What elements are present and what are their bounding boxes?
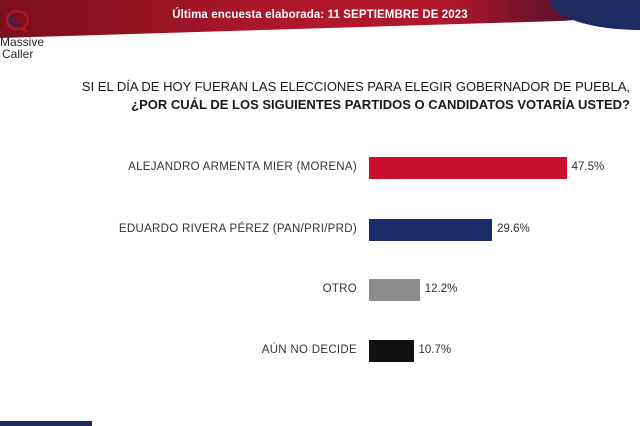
question-line-1: SI EL DÍA DE HOY FUERAN LAS ELECCIONES P… bbox=[81, 79, 630, 94]
category-label: OTRO bbox=[322, 283, 357, 295]
bar-mark bbox=[369, 279, 420, 301]
category-label: ALEJANDRO ARMENTA MIER (MORENA) bbox=[128, 161, 357, 173]
bar-mark bbox=[369, 219, 493, 241]
logo-text-caller: Caller bbox=[2, 47, 34, 61]
speech-bubble-logo-icon bbox=[6, 10, 30, 32]
category-label: AÚN NO DECIDE bbox=[261, 344, 357, 356]
category-label: EDUARDO RIVERA PÉREZ (PAN/PRI/PRD) bbox=[118, 223, 357, 235]
bar-value-label: 47.5% bbox=[571, 161, 605, 173]
bar-value-label: 29.6% bbox=[497, 223, 530, 235]
question-line-2: ¿POR CUÁL DE LOS SIGUIENTES PARTIDOS O C… bbox=[131, 97, 630, 112]
footer-accent-strip bbox=[0, 421, 92, 426]
massive-caller-logo: Massive Caller bbox=[0, 8, 44, 64]
logo-text-massive: Massive bbox=[0, 35, 45, 49]
bar-mark bbox=[369, 157, 567, 179]
survey-question: SI EL DÍA DE HOY FUERAN LAS ELECCIONES P… bbox=[80, 78, 630, 114]
bar-value-label: 10.7% bbox=[418, 344, 452, 356]
survey-date-text: Última encuesta elaborada: 11 SEPTIEMBRE… bbox=[172, 9, 468, 21]
bar-value-label: 12.2% bbox=[424, 283, 458, 295]
bar-mark bbox=[369, 340, 414, 362]
